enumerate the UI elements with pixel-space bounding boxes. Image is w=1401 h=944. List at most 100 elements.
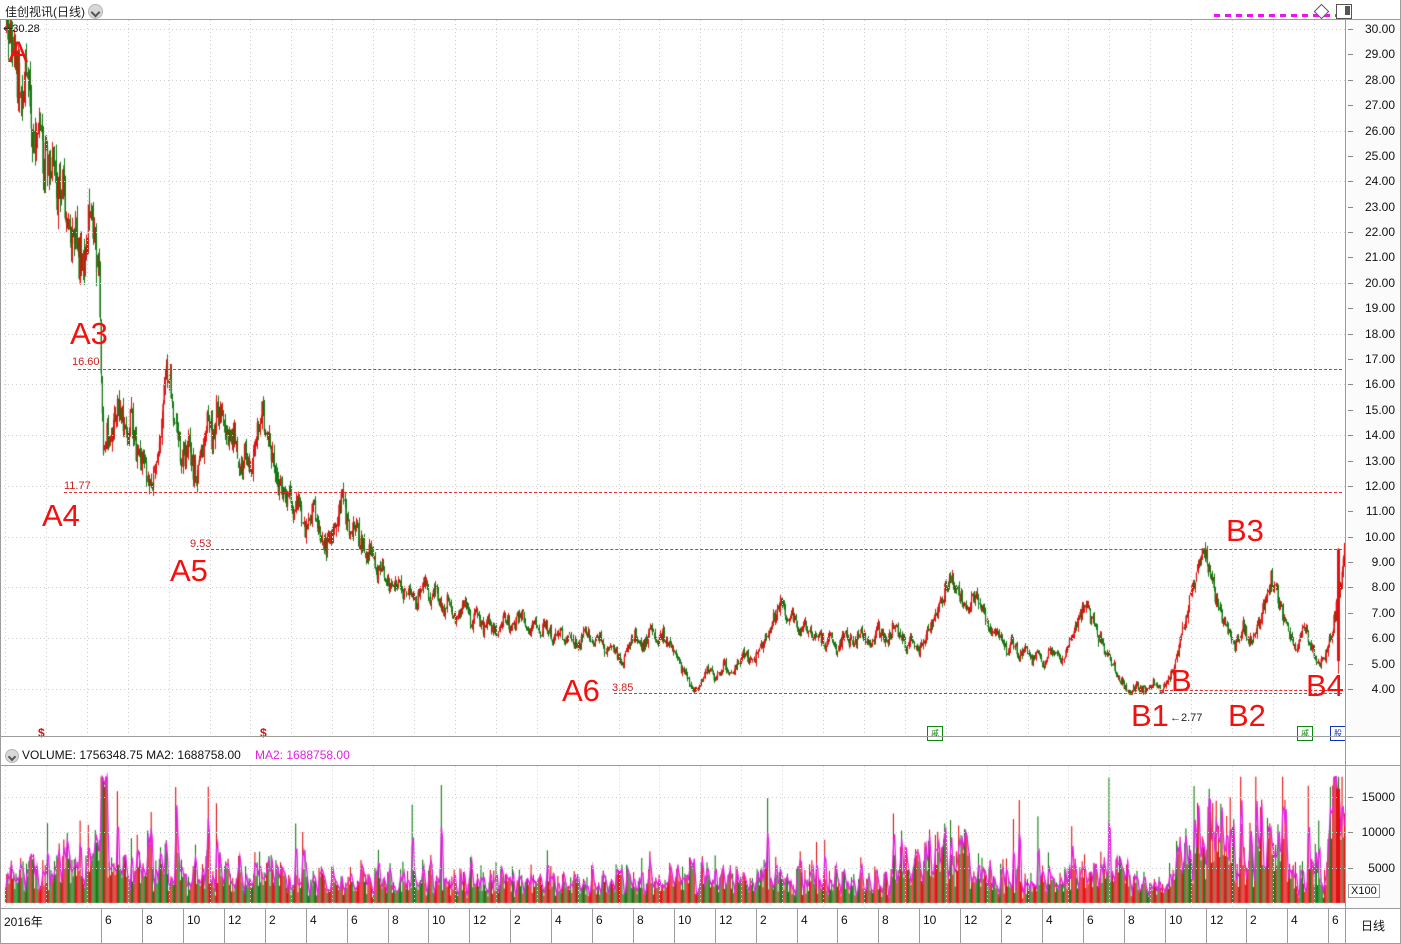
gridline-h (0, 536, 1345, 538)
price-axis-tick (1348, 308, 1353, 310)
volume-canvas[interactable] (0, 766, 1345, 909)
date-axis-separator (265, 909, 266, 944)
date-axis-separator (224, 909, 225, 944)
chevron-down-circle-icon[interactable] (88, 4, 103, 19)
date-axis-label: 12 (1210, 913, 1224, 927)
chevron-down-circle-icon[interactable] (5, 749, 19, 763)
price-axis-tick (1348, 511, 1353, 513)
date-axis-separator (878, 909, 879, 944)
price-chart-panel[interactable]: 16.60 11.77 9.53 3.85 A A3 A4 A5 A6 B1 B B2 B3 B4 ←2.… (0, 20, 1345, 736)
price-axis-label: 10.00 (1364, 529, 1395, 544)
gridline-v (455, 20, 456, 736)
news-badge-blue[interactable]: 股 (1330, 726, 1346, 741)
price-axis-tick (1348, 689, 1353, 690)
gridline-h (0, 797, 1345, 799)
gridline-v (496, 20, 497, 736)
date-axis-separator (960, 909, 961, 944)
gridline-v (1314, 766, 1315, 909)
panel-toggle-icon[interactable] (1336, 4, 1352, 19)
period-label: 日线 (1345, 909, 1401, 944)
gridline-h (0, 130, 1345, 132)
dividend-marker[interactable]: $ (260, 726, 267, 740)
date-axis-label: 2 (269, 913, 276, 927)
frame-vol-top (0, 765, 1401, 766)
price-axis-label: 20.00 (1364, 275, 1395, 290)
annotation-b1: B1 (1131, 698, 1169, 733)
date-axis-separator (183, 909, 184, 944)
frame-price-bottom (0, 736, 1401, 737)
annotation-b2: B2 (1228, 698, 1266, 733)
date-axis-label: 4 (555, 913, 562, 927)
date-axis-separator (1042, 909, 1043, 944)
gridline-v (5, 20, 6, 736)
date-axis-separator (919, 909, 920, 944)
gridline-v (782, 766, 783, 909)
gridline-h (0, 832, 1345, 834)
price-axis-tick (1348, 181, 1353, 183)
gridline-v (169, 20, 170, 736)
gridline-v (1068, 766, 1069, 909)
annotation-a: A (8, 36, 29, 69)
gridline-v (1150, 20, 1151, 736)
news-badge-green[interactable]: 戚 (1297, 726, 1313, 741)
gridline-v (46, 766, 47, 909)
date-axis-label: 2 (1005, 913, 1012, 927)
gridline-h (0, 485, 1345, 487)
date-axis-label: 6 (596, 913, 603, 927)
date-axis-label: 8 (637, 913, 644, 927)
date-axis-separator (1206, 909, 1207, 944)
date-axis-label: 6 (351, 913, 358, 927)
level-value-label: 11.77 (64, 479, 91, 492)
date-axis-separator (1246, 909, 1247, 944)
gridline-v (1232, 766, 1233, 909)
date-axis-separator (1124, 909, 1125, 944)
gridline-v (87, 20, 88, 736)
price-axis-tick (1348, 638, 1353, 640)
gridline-h (0, 638, 1345, 640)
level-line-3-85 (614, 692, 1342, 694)
date-axis-separator (428, 909, 429, 944)
gridline-v (1150, 766, 1151, 909)
gridline-v (987, 766, 988, 909)
level-line-16-60 (78, 369, 1342, 371)
gridline-v (619, 766, 620, 909)
date-axis-label: 8 (1128, 913, 1135, 927)
date-axis-label: 10 (187, 913, 201, 927)
date-axis-separator (0, 909, 1, 944)
date-axis-label: 2 (1250, 913, 1257, 927)
chart-title-bar: 佳创视讯(日线) (0, 0, 1401, 20)
price-axis-label: 4.00 (1371, 682, 1395, 696)
gridline-v (946, 20, 947, 736)
news-badge-green[interactable]: 戚 (927, 726, 943, 741)
price-axis-tick (1348, 105, 1353, 107)
level-value-label: 16.60 (72, 356, 100, 369)
dividend-marker[interactable]: $ (38, 726, 45, 740)
price-axis-tick (1348, 663, 1353, 665)
date-axis-label: 6 (1087, 913, 1094, 927)
gridline-v (210, 20, 211, 736)
gridline-h (0, 435, 1345, 437)
date-axis-label: 4 (1046, 913, 1053, 927)
date-axis-label: 4 (1291, 913, 1298, 927)
date-axis: 2016年 6 8 10 12 2 4 6 8 10 12 2 4 6 8 10 12 2 4 6 8 10 12 2 4 6 8 1… (0, 909, 1345, 944)
date-axis-separator (797, 909, 798, 944)
date-axis-label: 6 (105, 913, 112, 927)
date-axis-label: 6 (1332, 913, 1339, 927)
price-axis-tick (1348, 562, 1353, 564)
ma-legend-line (1214, 14, 1342, 17)
date-axis-separator (1328, 909, 1329, 944)
gridline-v (1109, 766, 1110, 909)
annotation-arrow-2-77: ←2.77 (1170, 712, 1203, 724)
gridline-v (332, 20, 333, 736)
gridline-h (0, 282, 1345, 284)
price-axis-tick (1348, 155, 1353, 157)
annotation-b4: B4 (1306, 668, 1344, 703)
gridline-v (864, 766, 865, 909)
date-axis-separator (674, 909, 675, 944)
price-axis-label: 29.00 (1364, 47, 1395, 62)
gridline-v (659, 20, 660, 736)
candlestick-canvas[interactable] (0, 20, 1345, 736)
gridline-v (291, 20, 292, 736)
volume-chart-panel[interactable] (0, 766, 1345, 909)
volume-axis-label: 10000 (1361, 825, 1395, 840)
